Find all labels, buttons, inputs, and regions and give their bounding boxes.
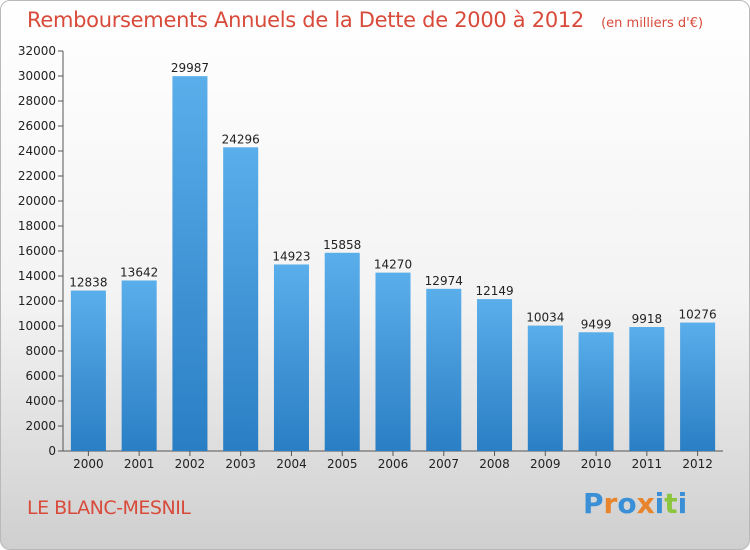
y-tick-label: 8000: [25, 344, 56, 358]
bar-2003: [223, 147, 259, 452]
bar-2006: [375, 272, 411, 451]
title-row: Remboursements Annuels de la Dette de 20…: [27, 8, 703, 32]
bar-2004: [273, 264, 309, 451]
y-tick-label: 2000: [25, 419, 56, 433]
data-label-2005: 15858: [323, 238, 361, 252]
bar-2000: [70, 290, 106, 451]
x-tick-label-2005: 2005: [327, 457, 358, 471]
chart-title: Remboursements Annuels de la Dette de 20…: [27, 8, 584, 32]
y-tick-label: 0: [48, 444, 56, 458]
x-tick-label-2003: 2003: [225, 457, 256, 471]
bar-2002: [172, 76, 208, 451]
data-label-2002: 29987: [171, 61, 209, 75]
x-tick-label-2010: 2010: [581, 457, 612, 471]
x-tick-label-2006: 2006: [378, 457, 409, 471]
bar-2012: [680, 322, 716, 451]
x-tick-label-2001: 2001: [124, 457, 155, 471]
x-tick-label-2007: 2007: [428, 457, 459, 471]
y-tick-label: 6000: [25, 369, 56, 383]
x-tick-label-2012: 2012: [682, 457, 713, 471]
data-label-2009: 10034: [526, 311, 564, 325]
x-tick-label-2002: 2002: [175, 457, 206, 471]
y-tick-label: 4000: [25, 394, 56, 408]
y-tick-label: 14000: [18, 269, 56, 283]
y-tick-label: 18000: [18, 219, 56, 233]
x-tick-label-2011: 2011: [632, 457, 663, 471]
bar-2011: [629, 327, 665, 451]
data-label-2004: 14923: [272, 249, 310, 263]
data-label-2001: 13642: [120, 265, 158, 279]
bar-2008: [477, 299, 513, 451]
y-tick-label: 32000: [18, 44, 56, 58]
x-tick-label-2009: 2009: [530, 457, 561, 471]
x-tick-label-2008: 2008: [479, 457, 510, 471]
y-tick-label: 10000: [18, 319, 56, 333]
x-tick-label-2004: 2004: [276, 457, 307, 471]
data-label-2012: 10276: [679, 308, 717, 322]
y-tick-label: 16000: [18, 244, 56, 258]
y-tick-label: 30000: [18, 69, 56, 83]
y-tick-label: 26000: [18, 119, 56, 133]
y-tick-label: 12000: [18, 294, 56, 308]
x-tick-label-2000: 2000: [73, 457, 104, 471]
data-label-2003: 24296: [222, 132, 260, 146]
proxiti-logo: Proxiti: [583, 487, 688, 520]
y-tick-label: 24000: [18, 144, 56, 158]
bar-2005: [324, 252, 360, 451]
y-tick-label: 20000: [18, 194, 56, 208]
y-tick-label: 28000: [18, 94, 56, 108]
data-label-2011: 9918: [632, 312, 663, 326]
data-label-2006: 14270: [374, 258, 412, 272]
bar-2001: [121, 280, 157, 451]
data-label-2010: 9499: [581, 317, 612, 331]
bar-2007: [426, 288, 462, 451]
bar-2009: [527, 325, 563, 451]
data-label-2008: 12149: [475, 284, 513, 298]
commune-name: LE BLANC-MESNIL: [27, 497, 191, 519]
data-label-2000: 12838: [69, 276, 107, 290]
data-label-2007: 12974: [425, 274, 463, 288]
bar-2010: [578, 332, 614, 451]
chart-subtitle: (en milliers d'€): [601, 16, 704, 31]
y-tick-label: 22000: [18, 169, 56, 183]
